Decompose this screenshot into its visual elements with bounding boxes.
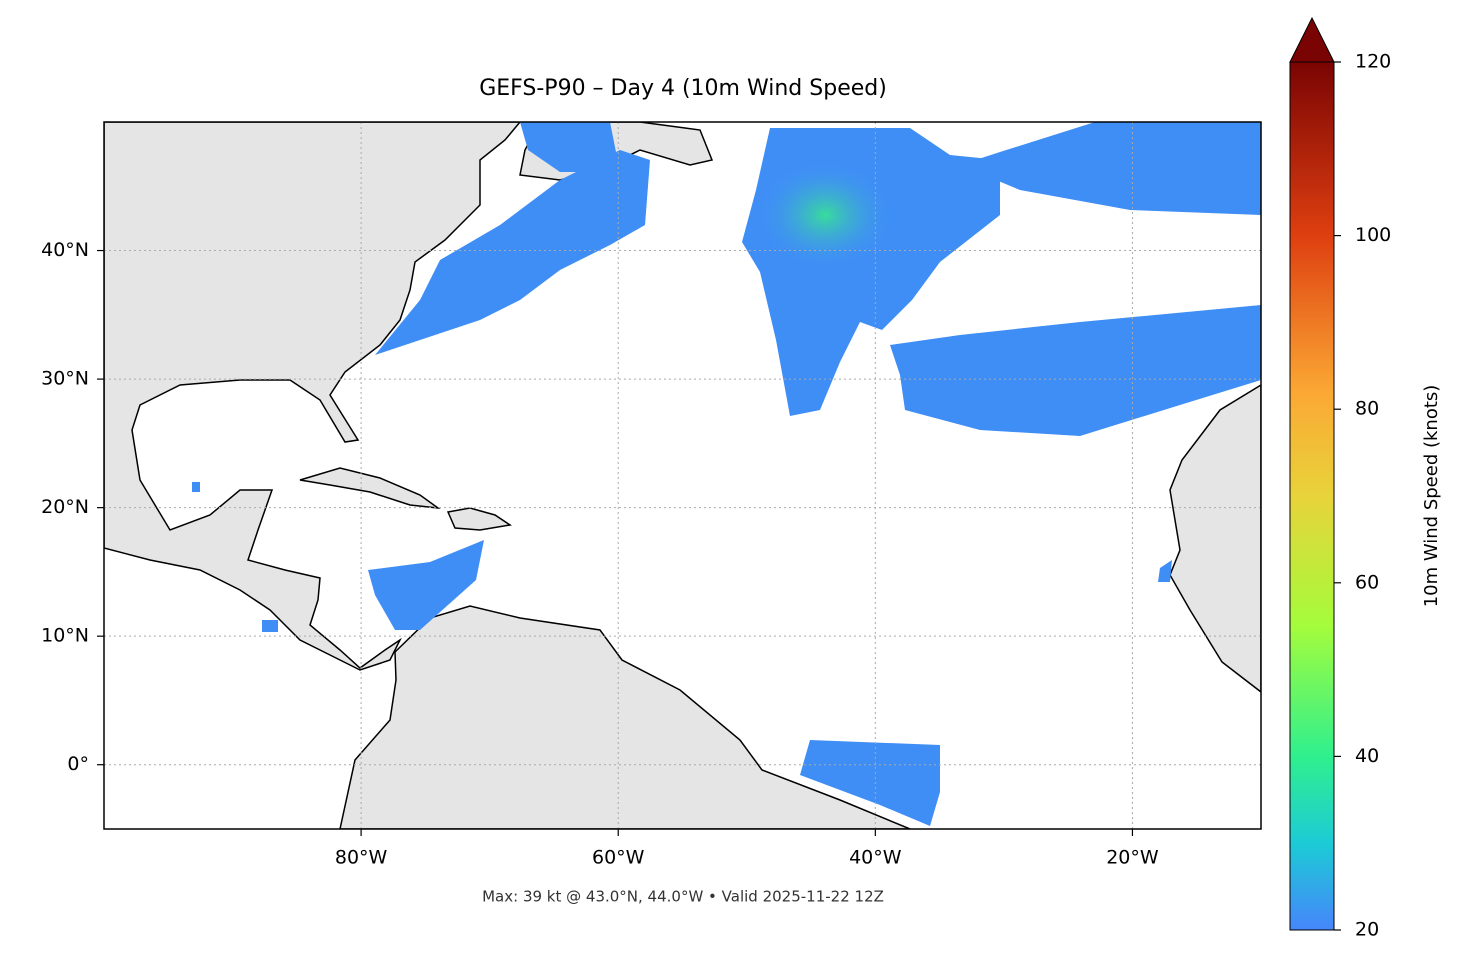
wind-spot <box>192 482 200 492</box>
y-tick-label: 30°N <box>41 368 89 390</box>
wind-equatorial <box>800 740 940 826</box>
cuba <box>299 467 441 510</box>
y-tick-label: 20°N <box>41 496 89 518</box>
x-tick-label: 60°W <box>592 847 645 869</box>
wind-africa-coast <box>1158 560 1172 582</box>
colorbar-tick-label: 40 <box>1355 745 1379 767</box>
colorbar-tick-label: 120 <box>1355 51 1391 73</box>
south-america <box>339 605 911 829</box>
y-tick-label: 40°N <box>41 239 89 261</box>
colorbar <box>1289 61 1335 931</box>
x-tick-label: 40°W <box>849 847 902 869</box>
colorbar-tick-label: 60 <box>1355 571 1379 593</box>
map-layers <box>104 122 1261 829</box>
wind-gulf-maine <box>520 122 620 172</box>
north-america <box>104 122 521 671</box>
colorbar-tick-label: 80 <box>1355 398 1379 420</box>
colorbar-label: 10m Wind Speed (knots) <box>1421 385 1442 608</box>
colorbar-tick-label: 20 <box>1355 919 1379 941</box>
colorbar-extend <box>1289 16 1335 63</box>
chart-title: GEFS-P90 – Day 4 (10m Wind Speed) <box>479 76 887 101</box>
wind-core <box>755 160 895 270</box>
wind-mid-band <box>890 305 1261 436</box>
wind-caribbean <box>368 540 484 630</box>
y-tick-label: 10°N <box>41 625 89 647</box>
africa <box>1169 384 1261 693</box>
x-tick-label: 20°W <box>1106 847 1159 869</box>
axes-frame <box>103 121 1262 830</box>
wind-us-coast <box>375 150 650 355</box>
y-tick-label: 0° <box>67 753 89 775</box>
wind-ne-band <box>960 122 1261 215</box>
x-tick-label: 80°W <box>335 847 388 869</box>
colorbar-tick-label: 100 <box>1355 224 1391 246</box>
wind-spot <box>262 620 278 632</box>
annotation: Max: 39 kt @ 43.0°N, 44.0°W • Valid 2025… <box>482 888 884 906</box>
